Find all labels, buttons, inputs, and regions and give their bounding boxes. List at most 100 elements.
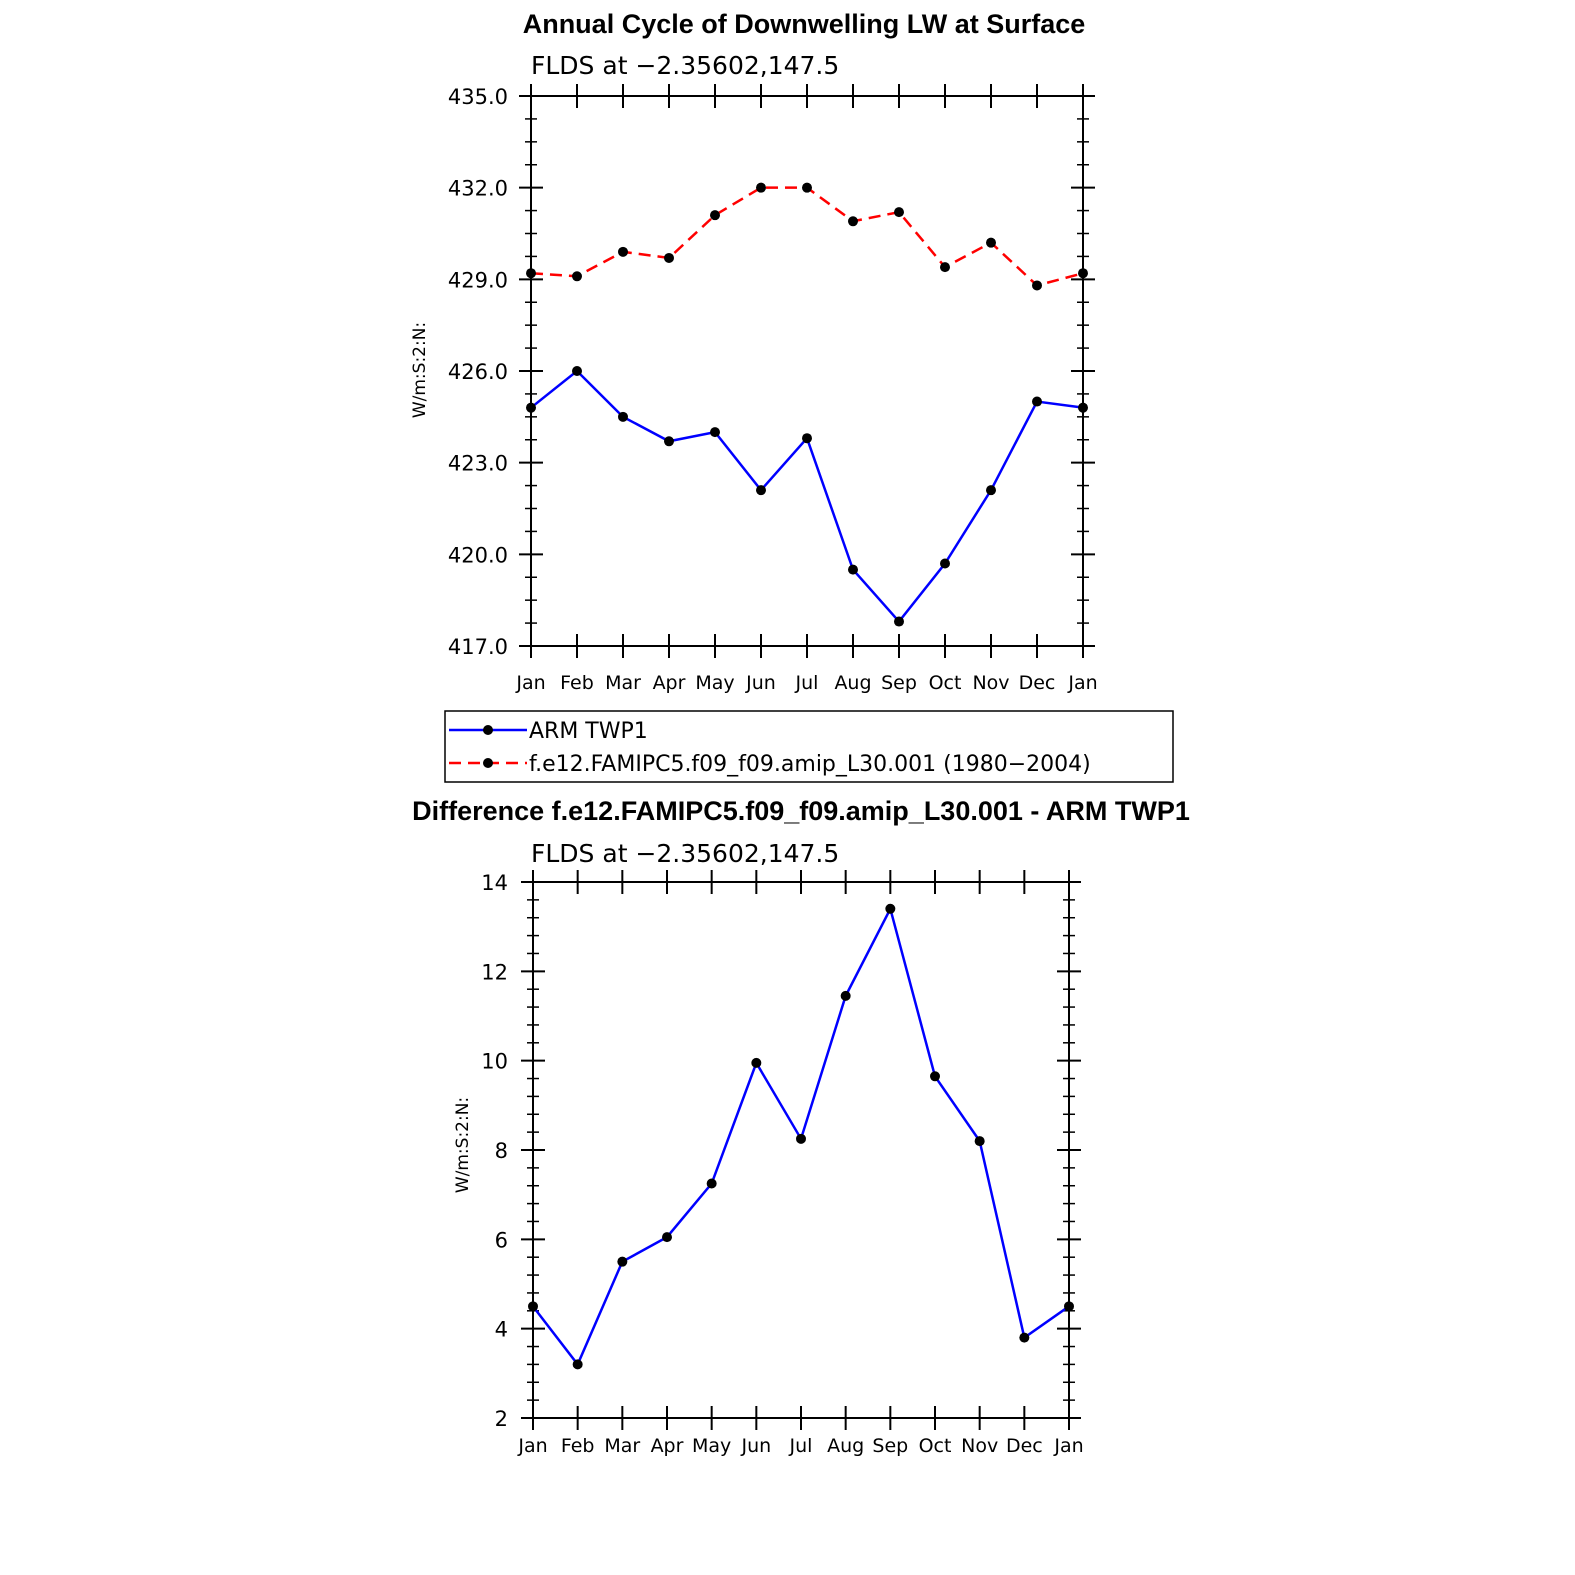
- data-point: [618, 246, 628, 257]
- x-tick-label: Jan: [515, 672, 545, 694]
- data-point: [756, 485, 766, 496]
- x-tick-label: Oct: [919, 1435, 952, 1457]
- data-point: [894, 616, 904, 627]
- chart1-title: Annual Cycle of Downwelling LW at Surfac…: [523, 9, 1086, 39]
- data-point: [706, 1178, 717, 1189]
- series-line-0: [530, 369, 1084, 624]
- y-tick-label: 12: [481, 960, 508, 984]
- x-tick-label: Jan: [1053, 1435, 1083, 1457]
- data-point: [1078, 402, 1088, 413]
- x-tick-label: Sep: [872, 1435, 908, 1457]
- x-tick-label: Mar: [604, 1435, 640, 1457]
- y-tick-label: 10: [481, 1050, 508, 1074]
- x-tick-label: Jul: [789, 1435, 813, 1457]
- chart1-ylabel: W/m:S:2:N:: [410, 322, 430, 418]
- data-point: [802, 433, 812, 444]
- data-point: [986, 485, 996, 496]
- data-point: [664, 436, 674, 447]
- y-tick-label: 6: [495, 1228, 508, 1252]
- chart1-legend: ARM TWP1 f.e12.FAMIPC5.f09_f09.amip_L30.…: [444, 710, 1174, 783]
- y-tick-label: 417.0: [448, 635, 508, 659]
- y-tick-label: 420.0: [448, 543, 508, 567]
- data-point: [848, 564, 858, 575]
- chart-annual-cycle: Annual Cycle of Downwelling LW at Surfac…: [410, 9, 1098, 694]
- y-tick-label: 426.0: [448, 360, 508, 384]
- data-point: [572, 271, 582, 282]
- x-tick-label: Dec: [1019, 672, 1056, 694]
- data-point: [618, 411, 628, 422]
- legend-label-arm: ARM TWP1: [529, 719, 648, 744]
- data-point: [940, 558, 950, 569]
- chart1-x-tick-labels: Jan Feb Mar Apr May Jun Jul Aug Sep Oct Nov Dec Jan: [515, 672, 1097, 694]
- data-point: [664, 252, 674, 263]
- chart2-ylabel: W/m:S:2:N:: [453, 1097, 473, 1193]
- data-point: [894, 207, 904, 218]
- chart1-subtitle: FLDS at −2.35602,147.5: [531, 51, 839, 80]
- data-point: [1064, 1301, 1074, 1312]
- x-tick-label: Nov: [972, 672, 1009, 694]
- data-point: [572, 1359, 583, 1370]
- x-tick-label: Sep: [881, 672, 917, 694]
- data-point: [662, 1232, 672, 1243]
- data-point: [528, 1301, 538, 1312]
- chart2-series: [528, 903, 1074, 1370]
- y-tick-label: 4: [495, 1318, 508, 1342]
- chart2-x-tick-labels: Jan Feb Mar Apr May Jun Jul Aug Sep Oct Nov Dec Jan: [517, 1435, 1083, 1457]
- y-tick-label: 432.0: [448, 177, 508, 201]
- x-tick-label: Jan: [1067, 672, 1097, 694]
- legend-label-model: f.e12.FAMIPC5.f09_f09.amip_L30.001 (1980…: [529, 752, 1091, 777]
- data-point: [710, 210, 720, 221]
- data-point: [526, 402, 536, 413]
- data-point: [802, 182, 812, 193]
- data-point: [526, 268, 536, 279]
- data-point: [796, 1133, 806, 1144]
- data-point: [1019, 1332, 1030, 1343]
- legend-marker-model: [483, 758, 493, 768]
- chart1-ticks: [519, 84, 1095, 658]
- data-point: [974, 1136, 985, 1147]
- chart1-plot-frame: [530, 95, 1084, 647]
- chart2-subtitle: FLDS at −2.35602,147.5: [531, 839, 839, 868]
- x-tick-label: Feb: [561, 1435, 595, 1457]
- y-tick-label: 2: [495, 1407, 508, 1431]
- data-point: [986, 237, 996, 248]
- series-line-1: [530, 186, 1084, 287]
- data-point: [1078, 268, 1088, 279]
- data-point: [1032, 396, 1042, 407]
- data-point: [930, 1071, 940, 1082]
- x-tick-label: Oct: [929, 672, 962, 694]
- data-point: [840, 990, 851, 1001]
- x-tick-label: Aug: [834, 672, 871, 694]
- data-point: [617, 1256, 628, 1267]
- legend-box: [444, 710, 1174, 783]
- x-tick-label: Nov: [961, 1435, 998, 1457]
- chart2-plot-frame: [532, 881, 1070, 1419]
- x-tick-label: Dec: [1006, 1435, 1043, 1457]
- legend-marker-arm: [483, 725, 493, 735]
- data-point: [885, 903, 896, 914]
- x-tick-label: Mar: [605, 672, 641, 694]
- x-tick-label: May: [692, 1435, 731, 1457]
- y-tick-label: 423.0: [448, 452, 508, 476]
- chart2-y-tick-labels: 2 4 6 8 10 12 14: [481, 871, 508, 1431]
- data-point: [940, 262, 950, 273]
- x-tick-label: Jun: [740, 1435, 771, 1457]
- data-point: [572, 366, 582, 376]
- x-tick-label: Jun: [745, 672, 776, 694]
- chart1-series: [526, 182, 1088, 627]
- chart-difference: Difference f.e12.FAMIPC5.f09_f09.amip_L3…: [412, 796, 1190, 1457]
- data-point: [710, 427, 720, 438]
- chart1-y-tick-labels: 417.0 420.0 423.0 426.0 429.0 432.0 435.0: [448, 85, 508, 659]
- data-point: [756, 182, 766, 193]
- x-tick-label: Feb: [560, 672, 594, 694]
- data-point: [1032, 280, 1042, 291]
- y-tick-label: 429.0: [448, 268, 508, 292]
- data-point: [848, 216, 858, 227]
- y-tick-label: 14: [481, 871, 508, 895]
- x-tick-label: Apr: [653, 672, 686, 694]
- x-tick-label: Apr: [651, 1435, 684, 1457]
- chart2-title: Difference f.e12.FAMIPC5.f09_f09.amip_L3…: [412, 796, 1190, 826]
- y-tick-label: 8: [495, 1139, 508, 1163]
- chart2-ticks: [521, 870, 1081, 1430]
